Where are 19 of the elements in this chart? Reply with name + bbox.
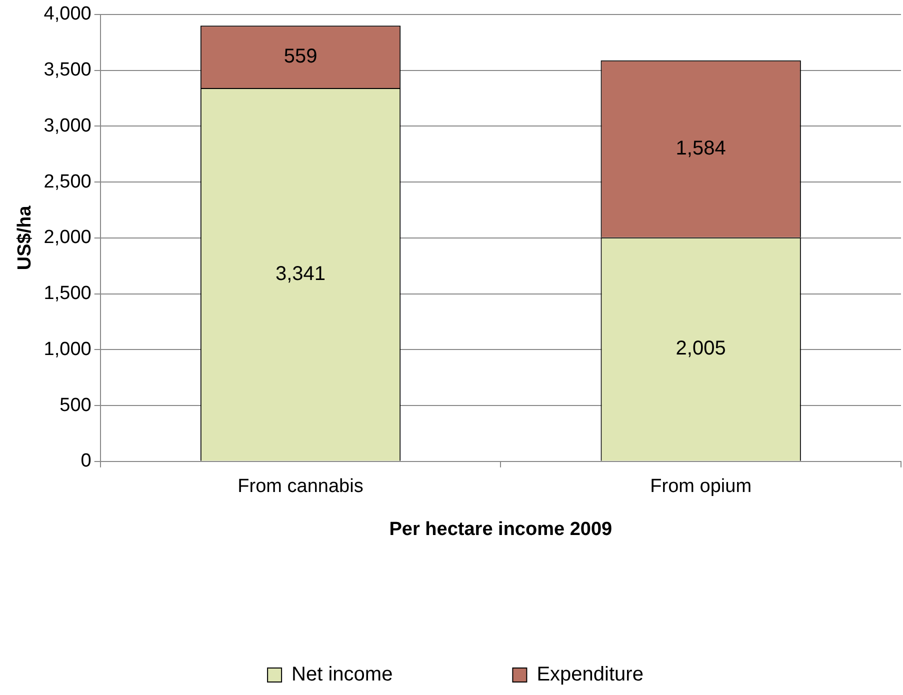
x-tick-label: From opium: [650, 476, 752, 498]
y-tick-label: 3,000: [44, 115, 92, 136]
y-tick-label: 1,000: [44, 338, 92, 360]
y-tick-label: 500: [60, 394, 92, 416]
data-label: 2,005: [676, 338, 726, 360]
y-tick-label: 3,500: [44, 60, 92, 81]
y-tick-label: 2,500: [44, 171, 92, 192]
legend-label: Net income: [292, 664, 393, 686]
legend-label: Expenditure: [536, 664, 644, 686]
y-axis-title: US$/ha: [14, 205, 36, 270]
y-tick-label: 1,500: [44, 283, 92, 304]
data-label: 559: [284, 45, 318, 68]
x-axis-title: Per hectare income 2009: [389, 518, 612, 540]
x-tick-label: From cannabis: [238, 476, 364, 498]
y-tick-label: 2,000: [44, 227, 92, 248]
y-tick-label: 0: [80, 450, 92, 472]
data-label: 3,341: [275, 262, 326, 285]
y-tick-label: 4,000: [44, 4, 92, 25]
data-label: 1,584: [676, 137, 726, 160]
